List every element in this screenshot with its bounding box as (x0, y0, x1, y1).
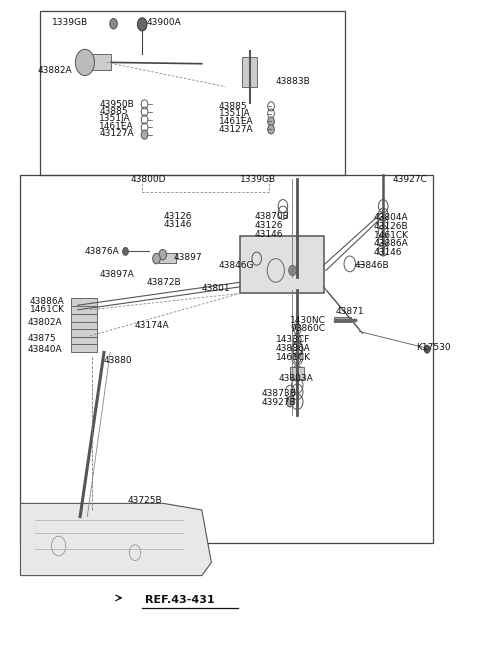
Text: 1339GB: 1339GB (240, 175, 276, 185)
Text: 43872B: 43872B (147, 277, 181, 287)
Bar (71, 337, 97, 345)
Text: 43146: 43146 (373, 248, 402, 256)
Bar (83, 54, 111, 71)
Bar (71, 329, 97, 337)
Bar (242, 57, 257, 87)
Text: 43804A: 43804A (373, 214, 408, 223)
Text: 43870B: 43870B (254, 212, 289, 221)
Text: 43174A: 43174A (135, 321, 169, 330)
Polygon shape (21, 503, 211, 575)
Text: 43146: 43146 (254, 230, 283, 239)
Text: 43882A: 43882A (37, 66, 72, 74)
Bar (290, 367, 304, 379)
Text: 43886A: 43886A (276, 344, 311, 353)
Text: 43126: 43126 (164, 212, 192, 221)
Text: 43846G: 43846G (218, 262, 254, 270)
Text: 43146: 43146 (164, 220, 192, 229)
Circle shape (137, 18, 147, 31)
Text: 43127A: 43127A (99, 129, 134, 138)
Text: 43885: 43885 (99, 107, 128, 116)
Text: 43927B: 43927B (262, 398, 296, 407)
Text: 93860C: 93860C (290, 324, 325, 333)
Text: 43927C: 43927C (393, 175, 428, 185)
Text: 43840A: 43840A (28, 345, 62, 354)
Text: 1433CF: 1433CF (276, 335, 310, 344)
Text: 43886A: 43886A (30, 297, 65, 306)
Text: 1461CK: 1461CK (276, 353, 311, 362)
Circle shape (268, 117, 275, 126)
Text: 1339GB: 1339GB (51, 18, 88, 27)
Circle shape (110, 18, 117, 29)
Text: 43127A: 43127A (218, 125, 253, 134)
Bar (71, 298, 97, 306)
Text: 43875: 43875 (28, 333, 56, 343)
Bar (71, 314, 97, 323)
Text: 43897: 43897 (173, 253, 202, 262)
Text: 43885: 43885 (218, 102, 247, 111)
Text: 43876A: 43876A (85, 247, 120, 256)
Text: 1351JA: 1351JA (99, 115, 131, 123)
Text: 43873B: 43873B (262, 389, 296, 398)
Text: 43883B: 43883B (276, 77, 311, 86)
Text: 43871: 43871 (336, 307, 364, 316)
Text: K17530: K17530 (417, 343, 451, 353)
Circle shape (153, 253, 160, 264)
Circle shape (286, 397, 294, 407)
Text: 1351JA: 1351JA (218, 109, 250, 118)
Text: 43846B: 43846B (355, 262, 389, 270)
Text: 43880: 43880 (104, 356, 132, 365)
Text: 43725B: 43725B (128, 496, 162, 505)
Text: 43900A: 43900A (147, 18, 182, 27)
Text: 43897A: 43897A (99, 270, 134, 279)
Bar (159, 253, 176, 263)
Bar (240, 236, 324, 293)
Circle shape (122, 248, 128, 255)
Text: 43886A: 43886A (373, 239, 408, 248)
Text: 43802A: 43802A (28, 318, 62, 328)
Circle shape (159, 250, 167, 260)
Text: 1430NC: 1430NC (290, 316, 326, 325)
Circle shape (268, 125, 275, 134)
Bar (71, 344, 97, 353)
Text: 43950B: 43950B (99, 100, 134, 109)
Text: 43801: 43801 (202, 284, 230, 293)
Text: REF.43-431: REF.43-431 (144, 595, 214, 605)
Text: 43800D: 43800D (130, 175, 166, 185)
Text: 43126: 43126 (254, 221, 283, 230)
Text: 1461CK: 1461CK (373, 231, 408, 239)
Circle shape (424, 345, 430, 353)
Bar (71, 306, 97, 314)
Text: 1461CK: 1461CK (30, 304, 65, 314)
Text: 1461EA: 1461EA (218, 117, 253, 126)
Text: 1461EA: 1461EA (99, 121, 134, 130)
Bar (71, 322, 97, 330)
Circle shape (75, 49, 95, 76)
Circle shape (288, 265, 296, 275)
Bar (335, 317, 351, 322)
Text: 43126B: 43126B (373, 222, 408, 231)
Text: 43803A: 43803A (278, 374, 313, 383)
Circle shape (141, 130, 148, 139)
